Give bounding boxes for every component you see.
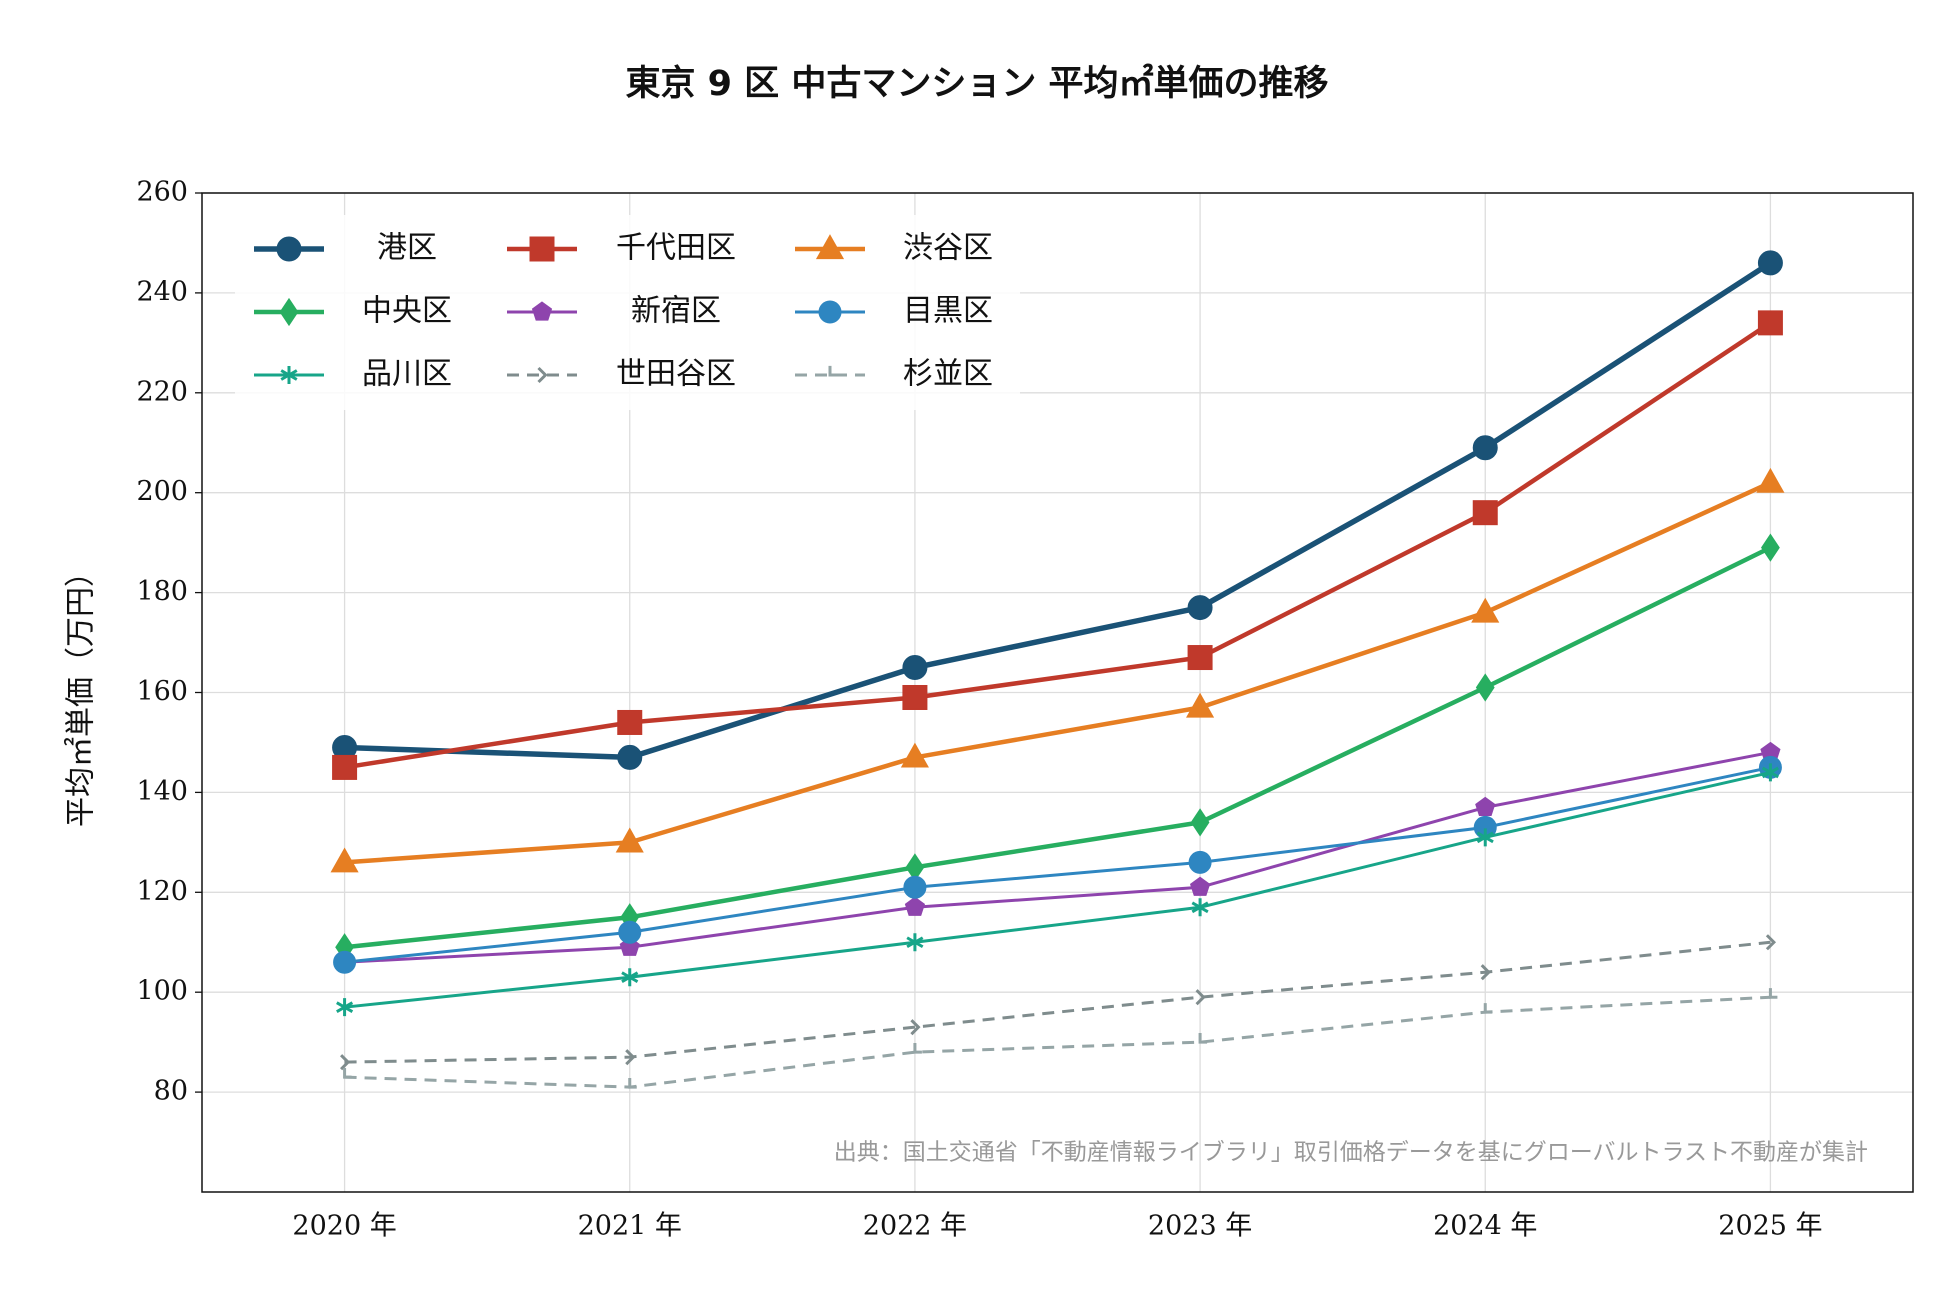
marker (1195, 989, 1206, 1006)
y-tick-label: 80 (154, 1076, 188, 1107)
series-line (344, 770, 1771, 1009)
series-line (344, 260, 1772, 761)
marker (1475, 796, 1496, 816)
marker (332, 754, 358, 780)
marker (529, 236, 555, 262)
marker (621, 968, 639, 987)
marker (1191, 898, 1209, 917)
marker (1189, 876, 1211, 896)
y-tick-label: 180 (136, 576, 188, 607)
marker (815, 234, 845, 260)
marker (1187, 595, 1213, 621)
marker (1768, 988, 1778, 999)
y-tick-label: 240 (136, 276, 188, 307)
marker (1757, 250, 1783, 276)
marker (625, 1049, 636, 1066)
marker (333, 950, 357, 974)
marker (1190, 808, 1210, 837)
legend-label: 品川区 (362, 357, 452, 392)
legend-label: 千代田区 (616, 231, 736, 266)
marker (818, 300, 842, 324)
marker (1198, 1033, 1208, 1044)
x-tick-label: 2023 年 (1148, 1211, 1252, 1242)
marker (1475, 673, 1495, 702)
y-tick-label: 160 (136, 676, 188, 707)
marker (906, 933, 924, 952)
marker (336, 998, 354, 1017)
marker (1756, 467, 1785, 493)
y-tick-label: 120 (136, 876, 188, 907)
marker (537, 366, 548, 384)
marker (900, 742, 929, 768)
y-tick-label: 140 (136, 776, 188, 807)
marker (904, 896, 926, 916)
marker (1472, 435, 1498, 461)
series-line (344, 995, 1771, 1089)
marker (280, 366, 298, 384)
marker (617, 709, 643, 735)
marker (279, 297, 299, 327)
y-axis-label: 平均㎡単価（万円） (64, 557, 99, 827)
y-tick-label: 220 (136, 376, 188, 407)
marker (343, 1068, 352, 1079)
marker (531, 301, 553, 321)
series-line (344, 480, 1772, 865)
marker (910, 1019, 921, 1036)
source-note: 出典：国土交通省「不動産情報ライブラリ」取引価格データを基にグローバルトラスト不… (834, 1140, 1868, 1166)
marker (340, 1054, 351, 1071)
legend-label: 目黒区 (903, 294, 993, 329)
marker (903, 875, 927, 899)
legend-label: 港区 (377, 231, 437, 266)
marker (913, 1043, 922, 1054)
marker (902, 655, 928, 681)
marker (1761, 533, 1780, 562)
marker (1186, 692, 1215, 718)
series-line (344, 545, 1772, 950)
marker (1472, 500, 1498, 526)
series-line (344, 750, 1771, 964)
marker (1476, 828, 1494, 847)
series-line (344, 765, 1771, 964)
chart-title: 東京 9 区 中古マンション 平均㎡単価の推移 (625, 63, 1328, 104)
marker (1765, 934, 1777, 951)
legend-label: 渋谷区 (903, 231, 993, 266)
legend-label: 中央区 (362, 294, 452, 329)
series-line (344, 320, 1772, 770)
marker (618, 920, 642, 944)
marker (1761, 763, 1779, 782)
marker (1187, 645, 1213, 671)
marker (1471, 597, 1500, 623)
marker (828, 365, 837, 377)
x-tick-label: 2021 年 (578, 1211, 682, 1242)
marker (330, 847, 359, 873)
series-line (344, 940, 1771, 1064)
marker (628, 1078, 637, 1089)
plot (330, 250, 1785, 1089)
x-tick-label: 2024 年 (1433, 1211, 1537, 1242)
marker (615, 827, 644, 853)
marker (1188, 850, 1212, 874)
y-tick-label: 260 (136, 177, 188, 208)
marker (902, 684, 928, 710)
marker (1757, 310, 1783, 336)
x-tick-label: 2020 年 (292, 1211, 396, 1242)
marker (1480, 964, 1491, 981)
marker (1483, 1003, 1493, 1014)
marker (617, 744, 643, 770)
y-tick-label: 100 (136, 976, 188, 1007)
x-tick-label: 2025 年 (1718, 1211, 1822, 1242)
legend-label: 新宿区 (631, 294, 721, 329)
legend-box (235, 215, 1020, 410)
legend-label: 世田谷区 (616, 357, 736, 392)
legend-label: 杉並区 (903, 357, 993, 392)
x-tick-label: 2022 年 (863, 1211, 967, 1242)
plot-frame (201, 192, 1914, 1193)
marker (276, 236, 302, 262)
y-tick-label: 200 (136, 476, 188, 507)
